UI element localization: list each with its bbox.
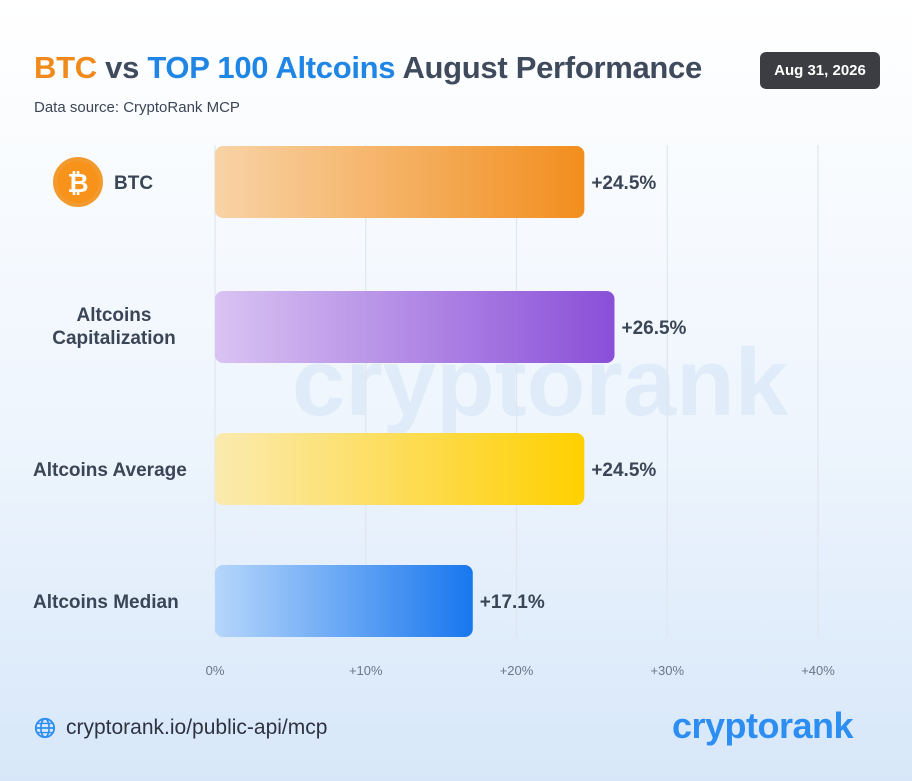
value-label-altcoins-capitalization: +26.5% <box>621 318 686 339</box>
bar-altcoins-capitalization <box>215 291 615 363</box>
bars: +24.5% BTC +26.5% Altcoins Capitalization +24… <box>33 146 687 637</box>
x-tick-label: +10% <box>349 663 383 678</box>
gridlines <box>214 145 819 637</box>
value-label-altcoins-median: +17.1% <box>480 592 545 613</box>
api-link-text[interactable]: cryptorank.io/public-api/mcp <box>66 716 328 739</box>
bar-btc <box>215 146 585 218</box>
x-tick-label: +20% <box>500 663 534 678</box>
globe-icon <box>34 717 56 739</box>
value-label-btc: +24.5% <box>591 173 656 194</box>
bar-altcoins-average <box>215 433 585 505</box>
cryptorank-logo: cryptorank <box>672 705 854 746</box>
bitcoin-icon: ₿ <box>53 157 103 207</box>
x-axis-ticks: 0% +10% +20% +30% +40% <box>206 663 836 678</box>
title-rest: August Performance <box>402 50 702 85</box>
title-top-altcoins: TOP 100 Altcoins <box>147 50 396 85</box>
api-link[interactable]: cryptorank.io/public-api/mcp <box>34 716 327 740</box>
category-label-altcoins-median: Altcoins Median <box>33 592 179 613</box>
title-btc: BTC <box>34 50 97 85</box>
category-label-btc: BTC <box>114 173 153 194</box>
x-tick-label: +30% <box>650 663 684 678</box>
category-label-altcoins-average: Altcoins Average <box>33 460 187 481</box>
bar-altcoins-median <box>215 565 473 637</box>
x-tick-label: +40% <box>801 663 835 678</box>
data-source-label: Data source: CryptoRank MCP <box>34 99 240 116</box>
value-label-altcoins-average: +24.5% <box>591 460 656 481</box>
svg-text:₿: ₿ <box>67 169 88 199</box>
chart-title: BTC vs TOP 100 Altcoins August Performan… <box>34 50 702 86</box>
title-vs: vs <box>105 50 140 85</box>
x-tick-label: 0% <box>206 663 225 678</box>
category-label-altcoins-capitalization: Altcoins Capitalization <box>52 305 176 349</box>
date-badge: Aug 31, 2026 <box>760 52 880 89</box>
